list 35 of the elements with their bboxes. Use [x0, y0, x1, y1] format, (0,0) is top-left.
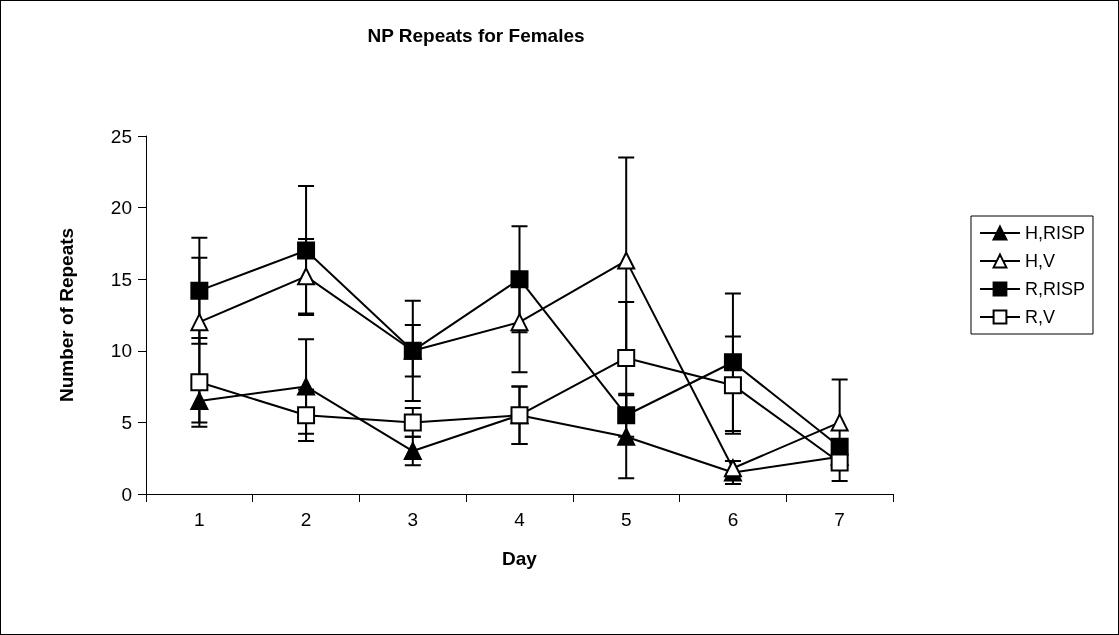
point: [723, 459, 742, 478]
x-tick-label: 2: [300, 509, 312, 530]
point: [190, 313, 209, 332]
point: [617, 348, 636, 367]
point: [297, 241, 316, 260]
point: [190, 373, 209, 392]
y-tick-label: 20: [110, 197, 132, 219]
x-tick-label: 5: [620, 509, 632, 530]
legend-label: R,V: [1024, 307, 1055, 327]
point: [190, 281, 209, 300]
x-tick-label: 1: [194, 509, 205, 530]
point: [723, 376, 742, 395]
point: [297, 377, 316, 396]
y-tick-label: 15: [110, 268, 132, 290]
legend-label: H,V: [1024, 251, 1055, 271]
x-tick-label: 7: [834, 509, 845, 530]
x-tick-label: 4: [514, 509, 526, 530]
x-axis-title: Day: [502, 548, 538, 569]
y-tick-label: 5: [121, 411, 132, 433]
x-tick-label: 6: [727, 509, 739, 530]
legend-label: R,RISP: [1024, 279, 1085, 299]
point: [830, 413, 849, 432]
y-tick-label: 0: [121, 483, 132, 505]
point: [510, 313, 529, 332]
point: [723, 353, 742, 372]
point: [297, 406, 316, 425]
chart-title: NP Repeats for Females: [367, 25, 585, 46]
point: [510, 270, 529, 289]
legend-label: H,RISP: [1024, 223, 1085, 243]
y-tick-label: 10: [110, 340, 132, 362]
y-axis-title: Number of Repeats: [56, 227, 77, 403]
point: [617, 251, 636, 270]
point: [297, 267, 316, 286]
x-tick-label: 3: [407, 509, 419, 530]
y-tick-label: 25: [110, 125, 132, 147]
